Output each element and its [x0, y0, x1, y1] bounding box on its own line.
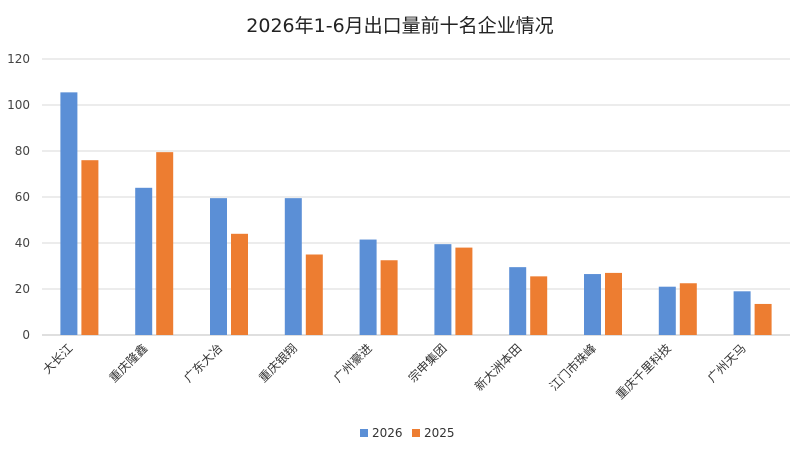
- x-tick-label: 重庆银翔: [256, 341, 300, 385]
- bar-2025: [231, 233, 248, 335]
- bar-2025: [754, 303, 772, 335]
- bar-2026: [359, 239, 377, 335]
- bar-2026: [60, 92, 78, 335]
- x-tick-label: 宗申集团: [405, 341, 450, 386]
- gridlines: [42, 58, 790, 336]
- legend-swatch-2025: [412, 429, 420, 437]
- bar-2026: [509, 267, 527, 335]
- bar-2025: [530, 276, 548, 335]
- y-tick-label: 0: [22, 328, 30, 342]
- bar-2026: [135, 187, 153, 335]
- bar-2026: [284, 198, 302, 335]
- y-tick-label: 20: [15, 282, 30, 296]
- x-tick-label: 重庆隆鑫: [106, 341, 151, 386]
- x-axis: 大长江 重庆隆鑫 广东大冶 重庆银翔 广州豪进 宗申集团 新大洲本田 江门市珠峰 重庆千里科技广…: [40, 341, 749, 403]
- bar-2025: [380, 260, 398, 335]
- y-tick-label: 120: [7, 52, 30, 66]
- y-tick-label: 100: [7, 98, 30, 112]
- x-tick-label: 广东大冶: [181, 341, 225, 385]
- y-tick-label: 60: [15, 190, 30, 204]
- bar-2025: [605, 272, 622, 335]
- chart-title: 2026年1-6月出口量前十名企业情况: [246, 15, 553, 37]
- x-tick-label: 新大洲本田: [471, 341, 524, 394]
- bar-2026: [584, 274, 601, 335]
- bar-2025: [679, 283, 697, 335]
- x-tick-label: 广州豪进: [330, 341, 375, 386]
- bars: [60, 92, 772, 335]
- y-tick-label: 80: [15, 144, 30, 158]
- bar-2026: [210, 198, 227, 335]
- bar-2025: [156, 152, 174, 335]
- bar-2026: [434, 244, 452, 335]
- bar-2025: [455, 247, 473, 335]
- x-tick-label: 重庆千里科技: [613, 341, 674, 402]
- y-tick-label: 40: [15, 236, 30, 250]
- x-tick-label: 广州天马: [705, 341, 749, 385]
- bar-2026: [658, 286, 676, 335]
- y-axis: 0 20 40 60 80 100 120: [7, 52, 30, 342]
- legend-swatch-2026: [360, 429, 368, 437]
- bar-2026: [733, 291, 751, 335]
- legend: 2026 2025: [360, 426, 455, 440]
- bar-2025: [81, 160, 99, 335]
- bar-2025: [305, 254, 323, 335]
- legend-label-2026: 2026: [372, 426, 403, 440]
- x-tick-label: 大长江: [40, 341, 75, 376]
- x-tick-label: 江门市珠峰: [546, 341, 599, 394]
- legend-label-2025: 2025: [424, 426, 455, 440]
